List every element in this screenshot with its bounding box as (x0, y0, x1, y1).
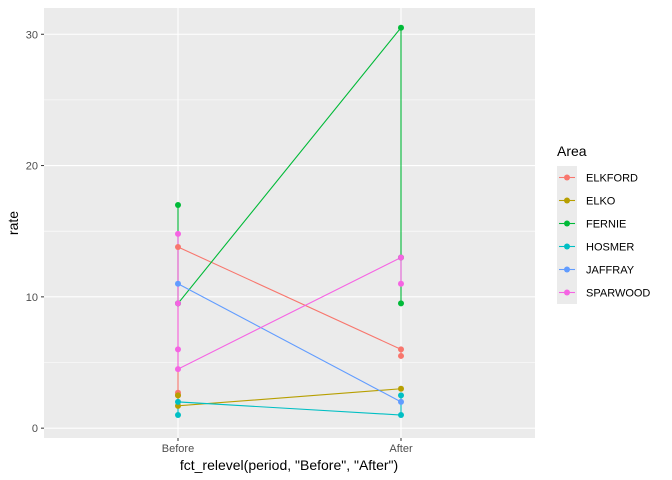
legend-key-point (564, 197, 570, 204)
legend: Area ELKFORD ELKO FERNIE HOSMER JAFFRAY SPARW… (557, 143, 650, 304)
data-point (175, 201, 181, 208)
y-tick-label: 20 (26, 161, 38, 173)
axis-ticks: 0 10 20 30 Before After (26, 29, 413, 455)
data-point (175, 280, 181, 287)
x-axis-title: fct_relevel(period, "Before", "After") (180, 457, 398, 473)
legend-key-point (564, 174, 570, 181)
legend-title: Area (557, 143, 587, 159)
y-tick-label: 0 (32, 423, 38, 435)
x-tick-label: Before (162, 443, 194, 455)
legend-key-point (564, 289, 570, 296)
data-point (175, 412, 181, 419)
legend-key-point (564, 266, 570, 273)
x-tick-label: After (389, 443, 413, 455)
data-point (398, 398, 404, 405)
data-point (398, 392, 404, 399)
data-point (398, 346, 404, 353)
data-point (398, 280, 404, 287)
legend-label: ELKO (586, 196, 616, 208)
legend-label: FERNIE (586, 219, 626, 231)
data-point (398, 385, 404, 392)
series-points (175, 24, 404, 419)
data-point (398, 352, 404, 359)
legend-label: ELKFORD (586, 173, 638, 185)
series-line (177, 283, 402, 403)
data-point (398, 254, 404, 261)
data-point (398, 300, 404, 307)
y-tick-label: 10 (26, 292, 38, 304)
data-point (175, 366, 181, 373)
legend-key-point (564, 220, 570, 227)
data-point (175, 346, 181, 353)
y-axis-title: rate (5, 211, 21, 235)
data-point (175, 300, 181, 307)
legend-label: HOSMER (586, 242, 634, 254)
legend-label: SPARWOOD (586, 288, 650, 300)
data-point (398, 412, 404, 419)
legend-key-point (564, 243, 570, 250)
data-point (175, 243, 181, 250)
plot-panel (44, 8, 535, 438)
y-tick-label: 30 (26, 29, 38, 41)
data-point (175, 398, 181, 405)
data-point (175, 392, 181, 399)
data-point (175, 230, 181, 237)
legend-label: JAFFRAY (586, 265, 635, 277)
data-point (398, 24, 404, 31)
